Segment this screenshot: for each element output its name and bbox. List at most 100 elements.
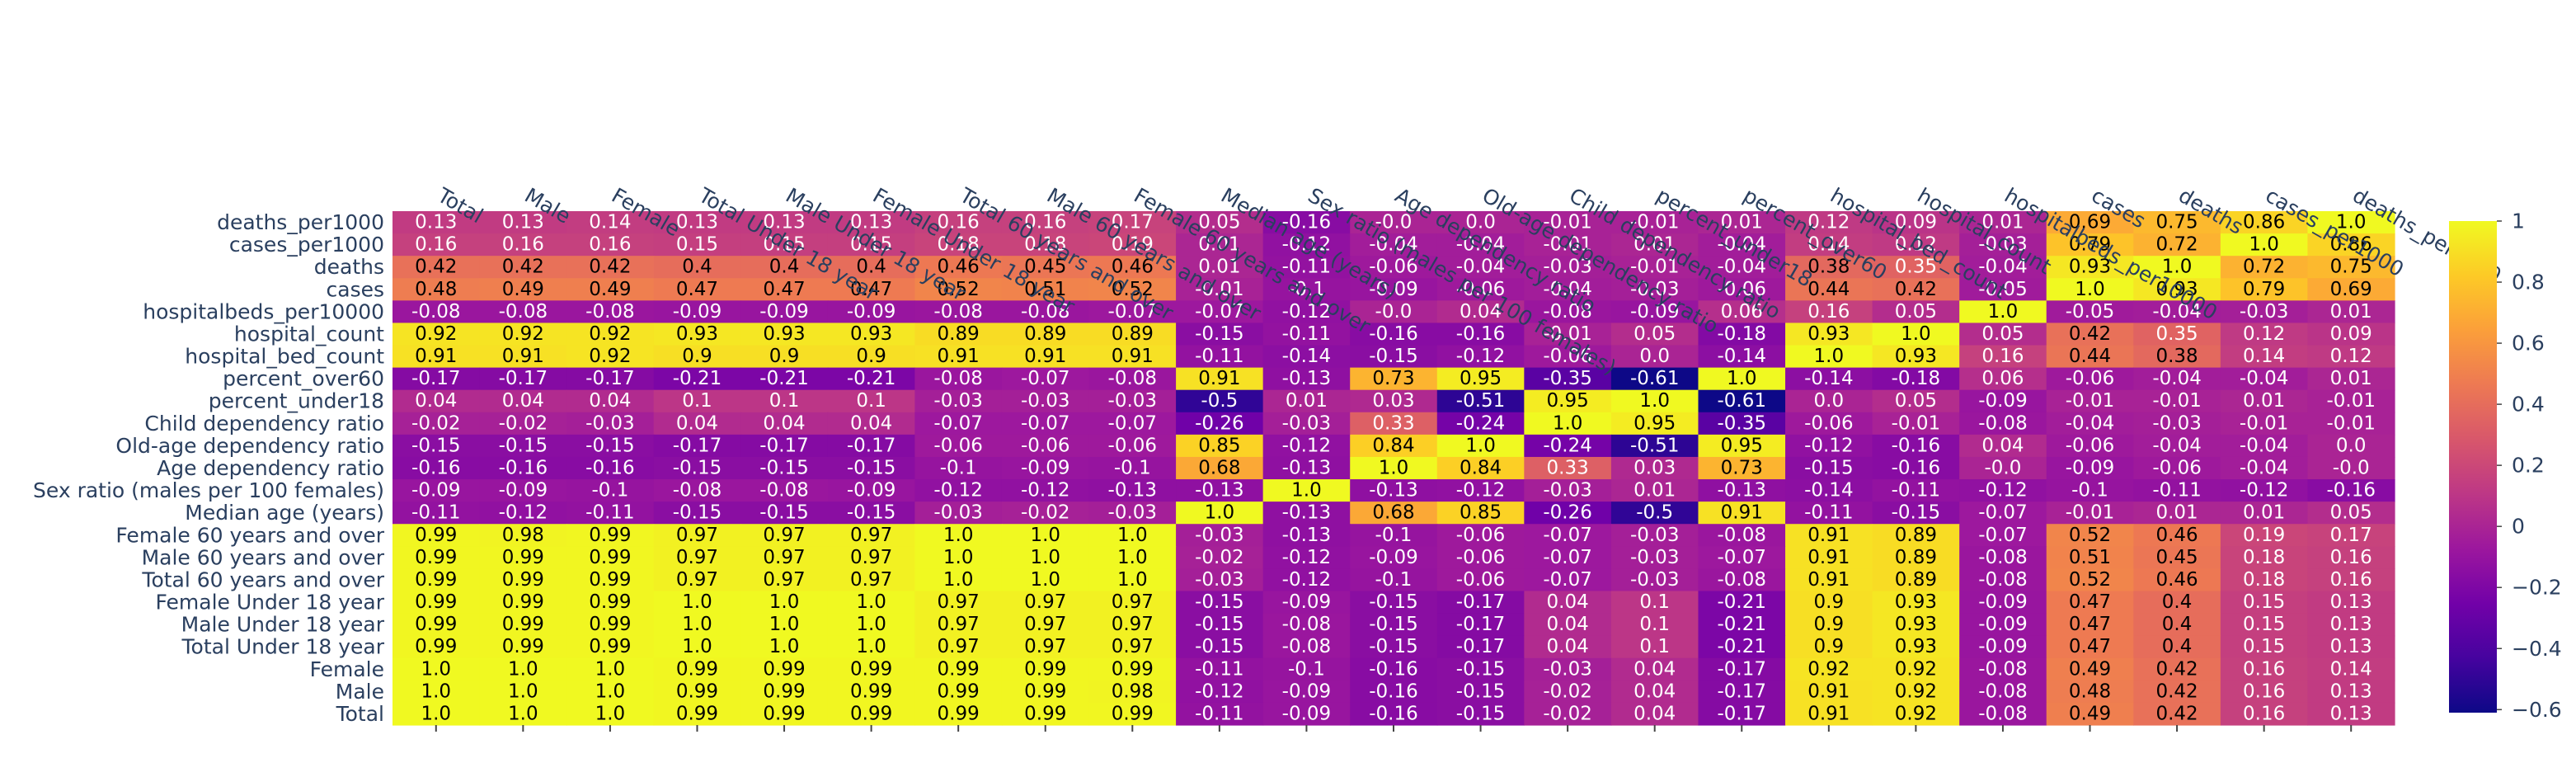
heatmap-cell xyxy=(2133,613,2221,637)
heatmap-cell xyxy=(1872,278,1960,301)
heatmap-cell xyxy=(1350,546,1438,569)
heatmap-cell xyxy=(740,367,829,391)
cell-value-label: -0.04 xyxy=(1718,234,1767,256)
cell-value-label: -0.06 xyxy=(1543,346,1592,367)
cell-value-label: -0.08 xyxy=(1718,525,1767,546)
heatmap-cell xyxy=(1350,323,1438,346)
cell-value-label: -0.15 xyxy=(499,435,548,456)
cell-value-label: 0.04 xyxy=(1634,703,1676,724)
cell-value-label: -0.01 xyxy=(1195,279,1244,300)
cell-value-label: 0.97 xyxy=(676,569,718,591)
cell-value-label: 0.97 xyxy=(1112,591,1154,613)
cell-value-label: 0.12 xyxy=(1895,234,1937,256)
cell-value-label: 0.99 xyxy=(415,614,457,635)
heatmap-cell xyxy=(1872,367,1960,391)
cell-value-label: 0.1 xyxy=(1639,591,1670,613)
cell-value-label: 0.92 xyxy=(1895,680,1937,702)
heatmap-cell xyxy=(1524,613,1612,637)
cell-value-label: 0.93 xyxy=(2155,279,2198,300)
cell-value-label: 0.04 xyxy=(415,390,457,412)
heatmap-cell xyxy=(914,702,1003,726)
heatmap-cell xyxy=(1872,434,1960,458)
heatmap-cell xyxy=(1001,502,1090,525)
heatmap-cell xyxy=(653,524,741,547)
cell-value-label: 0.92 xyxy=(589,346,631,367)
cell-value-label: 0.99 xyxy=(415,591,457,613)
heatmap-cell xyxy=(1524,278,1612,301)
heatmap-cell xyxy=(566,300,655,324)
cell-value-label: 0.98 xyxy=(502,525,544,546)
cell-value-label: -0.01 xyxy=(2326,390,2376,412)
cell-value-label: -0.08 xyxy=(759,480,809,502)
heatmap-cell xyxy=(393,702,481,726)
cell-value-label: 0.9 xyxy=(1814,591,1845,613)
heatmap-cell xyxy=(914,680,1003,704)
cell-value-label: -0.61 xyxy=(1630,368,1680,389)
cell-value-label: -0.09 xyxy=(1282,703,1332,724)
heatmap-cell xyxy=(2307,613,2395,637)
heatmap-cell xyxy=(1350,657,1438,681)
heatmap-cell xyxy=(1436,702,1525,726)
cell-value-label: -0.15 xyxy=(673,502,722,524)
cell-value-label: -0.21 xyxy=(847,368,896,389)
heatmap-cell xyxy=(393,256,481,279)
heatmap-cell xyxy=(1176,211,1264,234)
cell-value-label: -0.04 xyxy=(2152,435,2202,456)
cell-value-label: -0.0 xyxy=(2333,458,2370,479)
cell-value-label: -0.06 xyxy=(1456,569,1506,591)
cell-value-label: -0.08 xyxy=(1718,569,1767,591)
cell-value-label: 0.04 xyxy=(676,412,718,434)
heatmap-cell xyxy=(1698,456,1786,480)
colorbar-tick-label: −0.6 xyxy=(2512,698,2562,722)
cell-value-label: 0.42 xyxy=(415,257,457,278)
colorbar-gradient xyxy=(2449,221,2497,713)
heatmap-cell xyxy=(1698,367,1786,391)
cell-value-label: 0.93 xyxy=(2069,257,2111,278)
cell-value-label: 1.0 xyxy=(1639,390,1670,412)
heatmap-cell xyxy=(653,613,741,637)
heatmap-cell xyxy=(2220,479,2309,502)
cell-value-label: 0.91 xyxy=(1112,346,1154,367)
cell-value-label: -0.13 xyxy=(1282,525,1332,546)
heatmap-cell xyxy=(1262,345,1351,369)
cell-value-label: -0.15 xyxy=(1195,614,1244,635)
cell-value-label: -0.06 xyxy=(1456,525,1506,546)
heatmap-cell xyxy=(1959,546,2047,569)
heatmap-cell xyxy=(1785,256,1873,279)
cell-value-label: -0.01 xyxy=(1543,323,1592,345)
y-tick-label: Age dependency ratio xyxy=(157,456,384,480)
heatmap-cell xyxy=(1350,412,1438,436)
heatmap-cell xyxy=(1436,278,1525,301)
cell-value-label: 1.0 xyxy=(508,658,538,680)
cell-value-label: 0.97 xyxy=(763,569,805,591)
cell-value-label: 0.13 xyxy=(763,212,805,233)
y-tick-label: percent_under18 xyxy=(209,389,384,413)
cell-value-label: 0.97 xyxy=(763,547,805,568)
heatmap-cell xyxy=(1001,211,1090,234)
heatmap-cell xyxy=(2220,278,2309,301)
cell-value-label: -0.15 xyxy=(847,458,896,479)
heatmap-cell xyxy=(2046,389,2134,413)
cell-value-label: 0.89 xyxy=(1112,323,1154,345)
heatmap-cell xyxy=(1610,657,1699,681)
heatmap-cell xyxy=(1088,635,1177,659)
heatmap-cell xyxy=(479,546,567,569)
heatmap-cell xyxy=(1088,256,1177,279)
cell-value-label: 0.99 xyxy=(850,658,892,680)
heatmap-cell xyxy=(827,502,915,525)
cell-value-label: 0.99 xyxy=(415,636,457,657)
heatmap-cell xyxy=(479,300,567,324)
heatmap-cell xyxy=(653,389,741,413)
cell-value-label: -0.12 xyxy=(1804,435,1854,456)
cell-value-label: -0.08 xyxy=(1282,636,1332,657)
cell-value-label: -0.09 xyxy=(1282,680,1332,702)
cell-value-label: 0.91 xyxy=(1721,502,1763,524)
heatmap-cell xyxy=(1524,524,1612,547)
cell-value-label: -0.02 xyxy=(411,412,461,434)
cell-value-label: 0.04 xyxy=(1547,591,1589,613)
cell-value-label: 1.0 xyxy=(769,591,800,613)
heatmap-cell xyxy=(566,546,655,569)
cell-value-label: -0.08 xyxy=(585,301,635,323)
cell-value-label: 0.05 xyxy=(1981,323,2024,345)
cell-value-label: -0.09 xyxy=(673,301,722,323)
